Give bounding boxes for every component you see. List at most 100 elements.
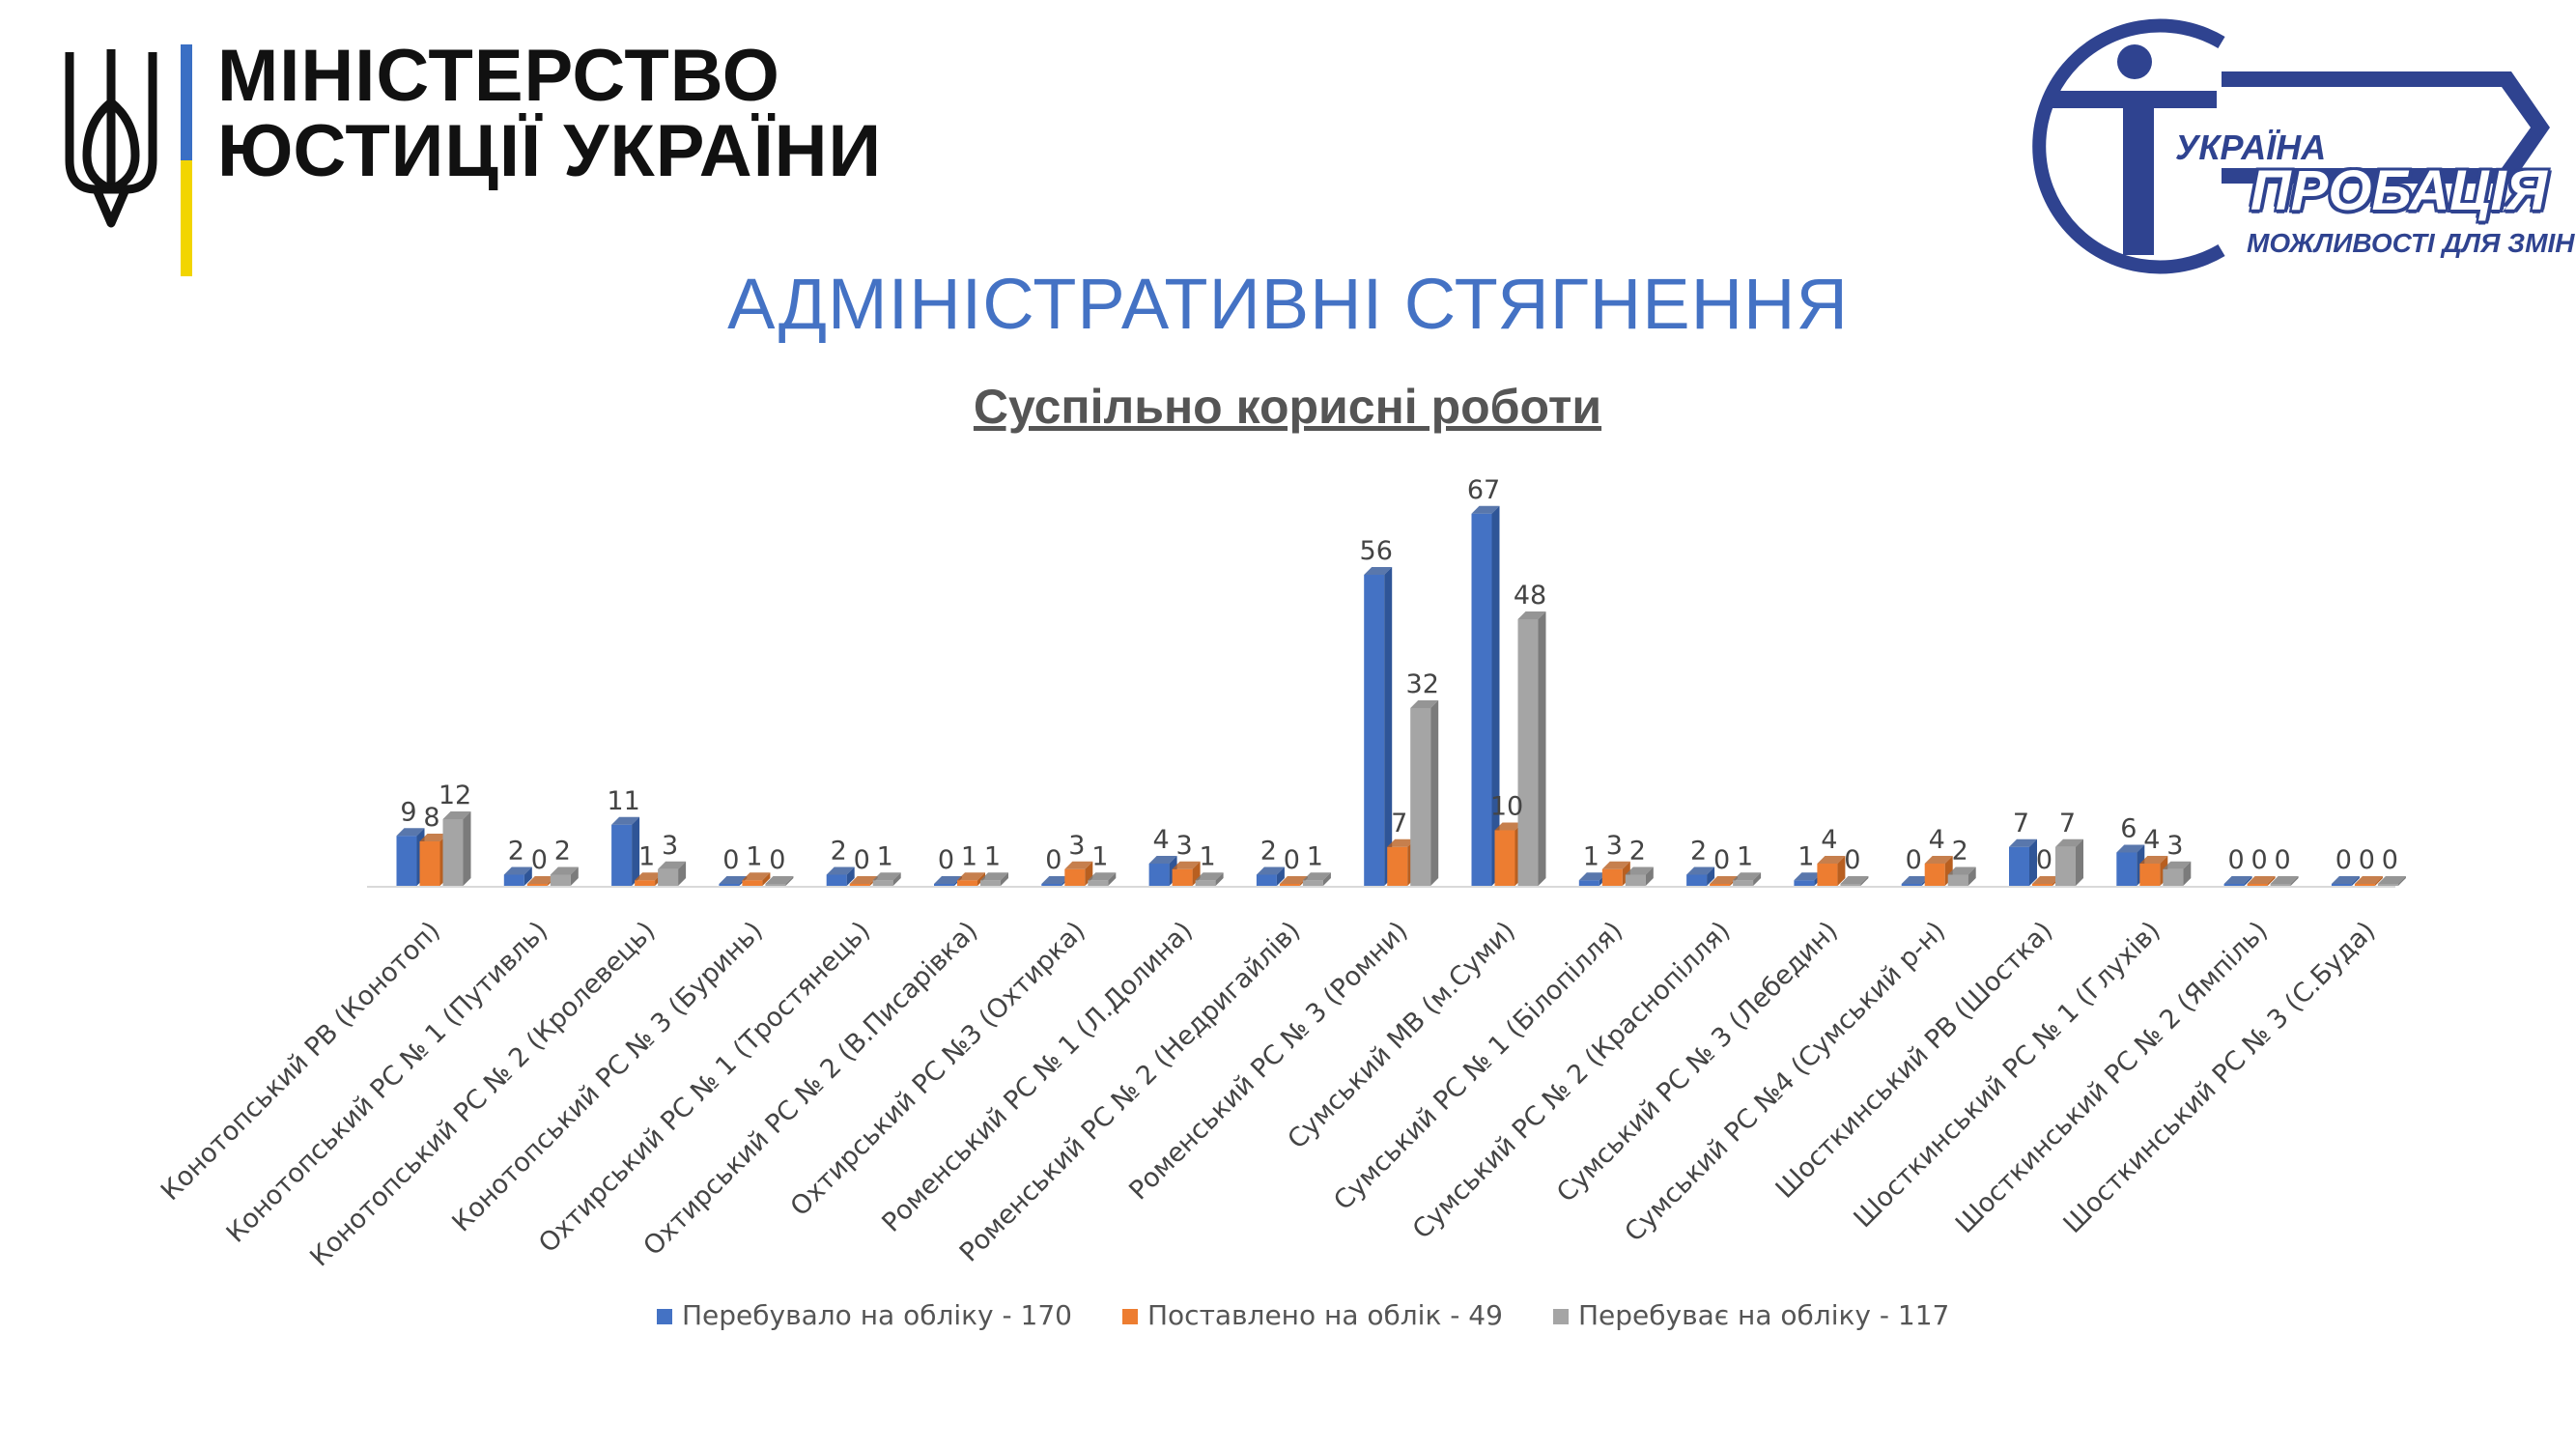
data-label: 3	[662, 831, 678, 861]
bar-2-14[interactable]	[1817, 856, 1846, 886]
legend-swatch	[657, 1309, 672, 1324]
data-label: 2	[508, 837, 524, 867]
data-label: 0	[722, 845, 739, 875]
data-label: 0	[938, 845, 954, 875]
bar-1-10[interactable]	[1364, 567, 1393, 886]
legend-label: Перебувало на обліку - 170	[682, 1299, 1072, 1331]
bar-3-11[interactable]	[1517, 611, 1546, 886]
data-label: 2	[1952, 837, 1968, 867]
data-label: 0	[769, 845, 785, 875]
bar-1-13[interactable]	[1686, 867, 1715, 887]
probation-logo: УКРАЇНА ПРОБАЦІЯ МОЖЛИВОСТІ ДЛЯ ЗМІН	[2009, 14, 2574, 274]
bar-2-6[interactable]	[957, 872, 985, 886]
bar-3-15[interactable]	[1947, 867, 1976, 887]
ministry-header: МІНІСТЕРСТВО ЮСТИЦІЇ УКРАЇНИ	[58, 39, 927, 290]
data-label: 12	[439, 781, 471, 810]
data-label: 0	[2228, 845, 2245, 875]
chart-title: Суспільно корисні роботи	[974, 380, 1601, 434]
probation-key-icon	[2032, 18, 2550, 274]
legend-label: Перебуває на обліку - 117	[1578, 1299, 1949, 1331]
bar-3-12[interactable]	[1625, 867, 1654, 887]
bar-1-11[interactable]	[1471, 505, 1500, 886]
flag-bar	[181, 44, 192, 276]
data-label: 7	[1391, 809, 1407, 838]
legend-item-3[interactable]: Перебуває на обліку - 117	[1553, 1299, 1949, 1331]
bar-3-2[interactable]	[550, 867, 579, 887]
bar-3-1[interactable]	[442, 811, 471, 886]
data-label: 32	[1406, 669, 1439, 699]
data-label: 3	[1606, 831, 1623, 861]
ministry-line-2: ЮСТИЦІЇ УКРАЇНИ	[217, 110, 883, 192]
data-label: 11	[607, 786, 639, 816]
data-label: 3	[1176, 831, 1193, 861]
bar-3-9[interactable]	[1302, 872, 1331, 886]
data-label: 1	[1737, 841, 1753, 871]
data-label: 1	[746, 841, 762, 871]
bar-3-4[interactable]	[765, 876, 794, 886]
legend-swatch	[1553, 1309, 1569, 1324]
bar-3-18[interactable]	[2270, 876, 2299, 886]
legend[interactable]: Перебувало на обліку - 170 Поставлено на …	[657, 1299, 1949, 1331]
data-label: 1	[984, 841, 1001, 871]
data-label: 0	[1906, 845, 1922, 875]
bar-3-7[interactable]	[1088, 872, 1117, 886]
data-label: 2	[831, 837, 847, 867]
bar-3-13[interactable]	[1733, 872, 1762, 886]
data-label: 0	[1713, 845, 1730, 875]
data-label: 2	[1260, 837, 1277, 867]
bar-3-16[interactable]	[2055, 838, 2083, 886]
bar-1-9[interactable]	[1256, 867, 1285, 887]
data-label: 4	[1153, 825, 1170, 855]
bar-2-4[interactable]	[742, 872, 771, 886]
data-label: 3	[1068, 831, 1085, 861]
bar-3-5[interactable]	[872, 872, 901, 886]
bar-1-3[interactable]	[611, 816, 640, 886]
data-label: 1	[1200, 841, 1216, 871]
bar-1-18[interactable]	[2223, 876, 2252, 886]
data-label: 0	[1284, 845, 1300, 875]
data-label: 8	[423, 803, 439, 833]
data-label: 48	[1514, 581, 1546, 611]
data-label: 1	[877, 841, 893, 871]
page-title: АДМІНІСТРАТИВНІ СТЯГНЕННЯ	[727, 264, 1849, 344]
data-label: 4	[1929, 825, 1945, 855]
bar-2-8[interactable]	[1172, 861, 1201, 886]
data-label: 3	[2166, 831, 2183, 861]
category-label: Сумський МВ (м.Суми)	[1282, 916, 1521, 1155]
logo-brand: ПРОБАЦІЯ	[2250, 159, 2547, 222]
bar-3-14[interactable]	[1840, 876, 1869, 886]
data-label: 0	[1844, 845, 1860, 875]
data-label: 9	[400, 797, 416, 827]
bar-2-7[interactable]	[1064, 861, 1093, 886]
bar-3-6[interactable]	[980, 872, 1008, 886]
bar-3-10[interactable]	[1410, 700, 1439, 886]
bar-3-8[interactable]	[1195, 872, 1224, 886]
data-label: 0	[2036, 845, 2052, 875]
data-label: 0	[2251, 845, 2268, 875]
data-label: 7	[2059, 809, 2076, 838]
bar-1-16[interactable]	[2009, 838, 2037, 886]
data-label: 0	[2382, 845, 2398, 875]
bar-2-19[interactable]	[2354, 876, 2383, 886]
data-label: 6	[2120, 814, 2137, 844]
data-label: 1	[961, 841, 977, 871]
bar-3-19[interactable]	[2377, 876, 2406, 886]
bar-2-18[interactable]	[2247, 876, 2276, 886]
ministry-line-1: МІНІСТЕРСТВО	[217, 35, 780, 117]
bar-3-3[interactable]	[658, 861, 687, 886]
category-labels-group: Конотопський РВ (Конотоп)Конотопський РС…	[156, 916, 2381, 1272]
bar-1-2[interactable]	[503, 867, 532, 887]
data-label: 4	[2143, 825, 2160, 855]
bars-group	[367, 505, 2406, 888]
bar-1-19[interactable]	[2331, 876, 2360, 886]
data-label: 0	[531, 845, 548, 875]
bar-1-5[interactable]	[826, 867, 855, 887]
data-label: 0	[2275, 845, 2291, 875]
legend-item-1[interactable]: Перебувало на обліку - 170	[657, 1299, 1072, 1331]
data-label: 1	[1798, 841, 1814, 871]
legend-item-2[interactable]: Поставлено на облік - 49	[1122, 1299, 1503, 1331]
bar-2-12[interactable]	[1601, 861, 1630, 886]
bar-3-17[interactable]	[2163, 861, 2192, 886]
